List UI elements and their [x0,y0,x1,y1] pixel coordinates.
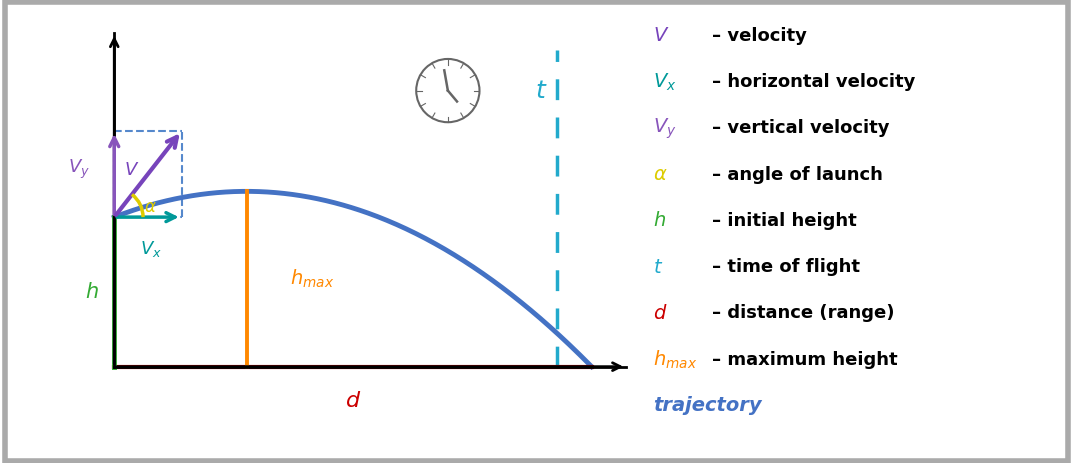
Text: $V$: $V$ [124,161,139,179]
Text: trajectory: trajectory [653,396,762,415]
Text: $t$: $t$ [534,79,547,103]
Text: $V$: $V$ [653,26,670,45]
Text: – velocity: – velocity [711,27,807,45]
Text: – horizontal velocity: – horizontal velocity [711,73,915,91]
Text: $V_y$: $V_y$ [69,158,90,181]
Text: $d$: $d$ [344,391,361,411]
Text: $V_x$: $V_x$ [653,71,677,93]
Text: – maximum height: – maximum height [711,350,897,369]
Text: $V_x$: $V_x$ [141,239,162,259]
Text: $\alpha$: $\alpha$ [653,165,667,184]
Text: $t$: $t$ [653,257,663,276]
Text: $h_{max}$: $h_{max}$ [290,268,334,290]
Text: – distance (range): – distance (range) [711,304,895,322]
Text: $h_{max}$: $h_{max}$ [653,348,697,371]
Text: $V_y$: $V_y$ [653,116,677,141]
Text: $h$: $h$ [86,282,100,302]
Text: – initial height: – initial height [711,212,856,230]
Text: – vertical velocity: – vertical velocity [711,119,890,138]
Text: $h$: $h$ [653,211,666,230]
Text: – angle of launch: – angle of launch [711,166,883,184]
Text: $\alpha$: $\alpha$ [144,198,157,216]
Text: – time of flight: – time of flight [711,258,859,276]
Text: $d$: $d$ [653,304,667,323]
